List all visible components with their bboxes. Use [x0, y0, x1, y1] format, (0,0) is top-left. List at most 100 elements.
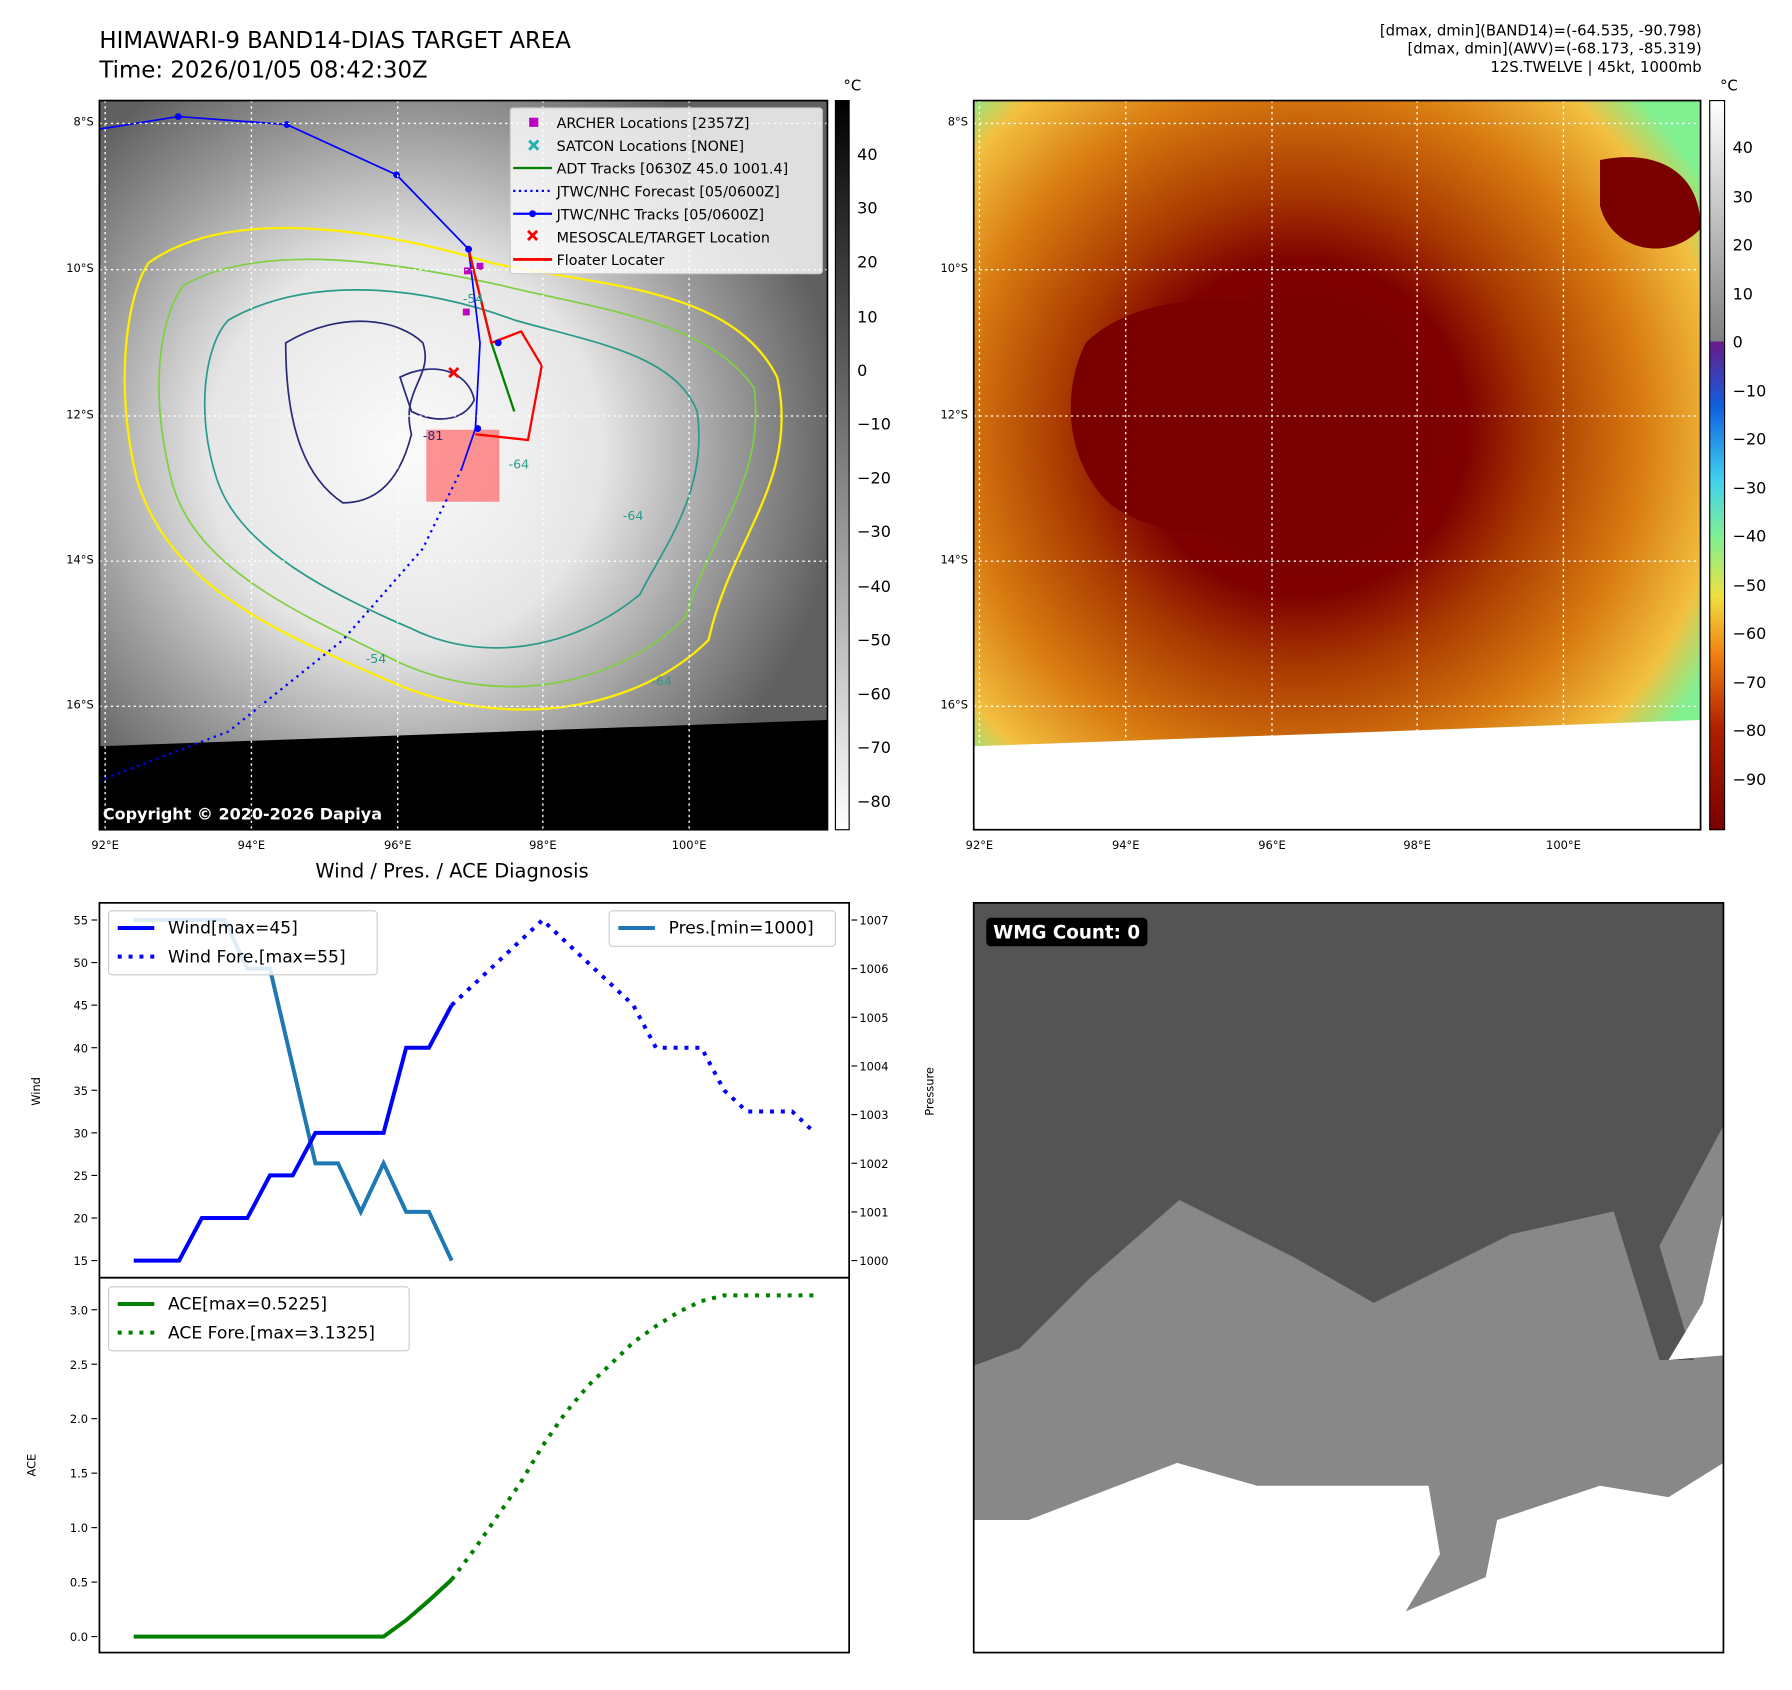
lat-label: 8°S: [73, 116, 94, 130]
wind-tick-label: 55: [73, 914, 88, 928]
legend-label: ARCHER Locations [2357Z]: [556, 113, 750, 131]
colorbar-2-tick: −90: [1732, 770, 1767, 790]
legend-item: MESOSCALE/TARGET Location: [511, 225, 822, 248]
colorbar-2-tick: −70: [1732, 673, 1767, 692]
lat-label: 8°S: [947, 116, 968, 130]
lat-label: 10°S: [66, 262, 94, 276]
colorbar-1-tick: −60: [857, 685, 891, 704]
wind-tick-label: 25: [73, 1169, 88, 1183]
lat-label: 12°S: [66, 409, 94, 422]
lat-label: 16°S: [940, 699, 968, 712]
colorbar-1-tick: −20: [857, 469, 891, 489]
legend-marker-icon: [526, 229, 539, 242]
contour-label: -64: [623, 508, 644, 523]
colorbar-1-tick: 20: [857, 254, 878, 273]
archer-markers: [462, 262, 484, 316]
colorbar-2-tick: −80: [1732, 722, 1767, 741]
lat-label: 14°S: [66, 554, 94, 567]
legend-label: ACE[max=0.5225]: [168, 1295, 327, 1315]
colorbar-1-unit: °C: [843, 77, 862, 95]
pressure-tick-label: 1006: [859, 962, 888, 976]
legend-label: SATCON Locations [NONE]: [556, 136, 745, 154]
lon-label: 92°E: [965, 839, 994, 853]
legend-label: Wind[max=45]: [168, 919, 298, 939]
lon-label: 98°E: [529, 839, 557, 853]
legend-item: ARCHER Locations [2357Z]: [511, 111, 822, 134]
lon-label: 94°E: [1111, 839, 1140, 853]
wmg-map: [973, 902, 1724, 1653]
wind-legend: [107, 910, 378, 976]
ace-line: [133, 1578, 454, 1639]
wind-tick-label: 50: [73, 956, 88, 970]
lon-label: 100°E: [671, 839, 707, 853]
lon-label: 100°E: [1546, 839, 1581, 853]
colorbar-2-tick: 20: [1732, 236, 1753, 255]
lon-label: 98°E: [1403, 839, 1431, 853]
legend-item: ADT Tracks [0630Z 45.0 1001.4]: [511, 157, 822, 180]
ace-tick-label: 0.5: [70, 1576, 88, 1590]
colorbar-2-tick: −10: [1732, 382, 1767, 401]
ace-forecast-line: [450, 1293, 815, 1581]
lat-label: 14°S: [940, 554, 968, 567]
legend-label: ADT Tracks [0630Z 45.0 1001.4]: [556, 159, 789, 177]
pressure-tick-label: 1005: [859, 1011, 888, 1025]
pressure-tick-label: 1002: [859, 1157, 888, 1171]
wind-tick-label: 20: [73, 1212, 88, 1226]
wind-axis-label: Wind: [29, 1077, 43, 1106]
lon-label: 92°E: [91, 839, 119, 853]
colorbar-2-tick: 30: [1732, 187, 1753, 207]
legend-label: JTWC/NHC Forecast [05/0600Z]: [556, 182, 780, 200]
ace-tick-label: 1.5: [70, 1467, 88, 1481]
colorbar-1-tick: 30: [857, 200, 878, 219]
legend-item: JTWC/NHC Forecast [05/0600Z]: [511, 179, 822, 202]
legend-label: Floater Locater: [556, 250, 665, 268]
chart-title: Wind / Pres. / ACE Diagnosis: [315, 860, 589, 884]
lon-label: 96°E: [383, 839, 412, 853]
contour-label: -64: [651, 674, 672, 689]
legend-marker-icon: [513, 189, 552, 192]
colorbar-2-tick: 40: [1732, 139, 1753, 158]
colorbar-1-tick: 0: [857, 362, 868, 381]
colorbar-2-tick: −50: [1732, 576, 1767, 595]
colorbar-1-tick: −40: [857, 577, 891, 597]
wind-tick-label: 40: [73, 1041, 88, 1055]
awv-map: [973, 100, 1701, 830]
legend-marker-icon: [513, 257, 552, 261]
colorbar-2-tick: 10: [1732, 285, 1753, 304]
lon-label: 94°E: [237, 839, 266, 853]
info-block: [dmax, dmin](BAND14)=(-64.535, -90.798) …: [1380, 23, 1702, 78]
wind-tick-label: 15: [73, 1254, 88, 1268]
ace-tick-label: 2.0: [70, 1412, 88, 1426]
colorbar-2-tick: −60: [1732, 625, 1767, 644]
floater-locater: [467, 248, 543, 442]
pressure-tick-label: 1001: [859, 1205, 888, 1219]
colorbar-1-tick: 40: [857, 146, 878, 165]
colorbar-2-unit: °C: [1719, 77, 1738, 95]
wind-forecast-line: [450, 917, 817, 1135]
ace-tick-label: 0.0: [70, 1630, 88, 1644]
colorbar-2-tick: 0: [1732, 333, 1743, 352]
wind-tick-label: 30: [73, 1126, 88, 1140]
pressure-tick-label: 1003: [859, 1108, 888, 1122]
colorbar-1-tick: 10: [857, 308, 878, 327]
lat-label: 16°S: [66, 699, 94, 712]
colorbar-2-tick: −30: [1732, 479, 1767, 498]
wmg-count-badge: WMG Count: 0: [986, 917, 1147, 947]
colorbar-2: [1709, 99, 1726, 831]
colorbar-1-tick: −10: [857, 415, 891, 435]
colorbar-1: [834, 99, 850, 831]
legend-label: Pres.[min=1000]: [669, 919, 814, 939]
colorbar-2-tick: −40: [1732, 527, 1767, 547]
pressure-tick-label: 1000: [859, 1254, 888, 1268]
legend-label: JTWC/NHC Tracks [05/0600Z]: [556, 205, 765, 223]
legend-marker-icon: [528, 139, 540, 151]
legend-marker-icon: [529, 117, 539, 127]
lat-label: 10°S: [940, 262, 968, 276]
ace-axis-label: ACE: [24, 1454, 38, 1477]
legend-label: ACE Fore.[max=3.1325]: [168, 1323, 375, 1343]
lon-label: 96°E: [1258, 839, 1286, 853]
ace-tick-label: 3.0: [70, 1303, 88, 1317]
ace-axes: [98, 1276, 850, 1654]
